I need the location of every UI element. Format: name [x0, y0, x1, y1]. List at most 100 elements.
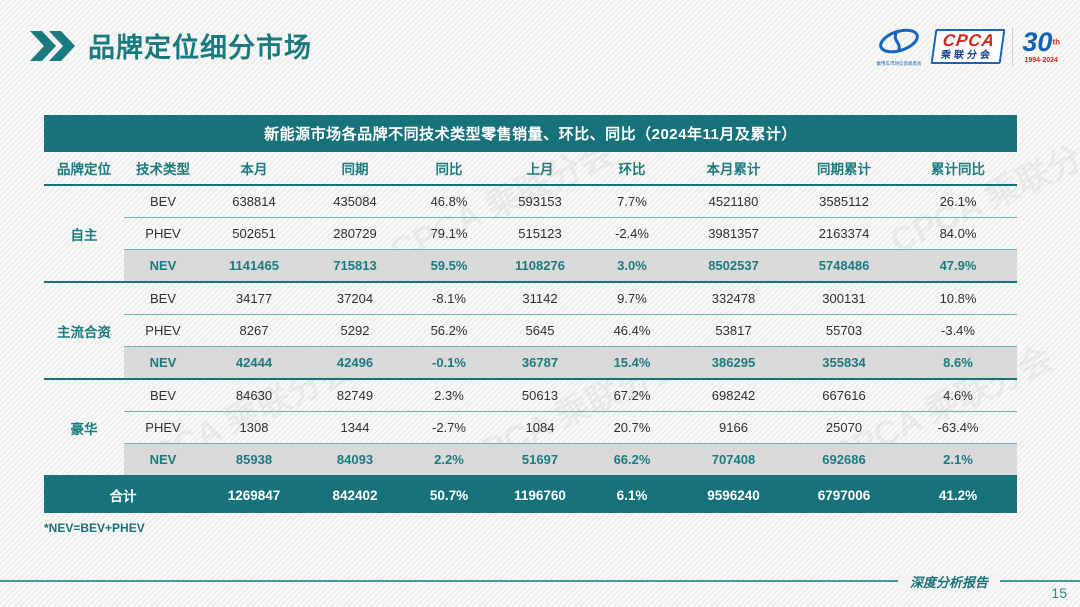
page-number: 15 [1051, 585, 1067, 601]
value-cell: 47.9% [899, 249, 1017, 283]
value-cell: 66.2% [586, 443, 678, 477]
value-cell: 55703 [789, 314, 899, 347]
total-value-cell: 9596240 [678, 476, 789, 513]
value-cell: 9166 [678, 411, 789, 444]
table-row: 主流合资 BEV 34177 37204 -8.1% 31142 9.7% 332478 300… [44, 282, 1017, 380]
value-cell: 56.2% [404, 314, 494, 347]
value-cell: 1344 [306, 411, 404, 444]
total-row: 合计 1269847 842402 50.7% 1196760 6.1% 9596240 67… [44, 476, 1017, 513]
value-cell: 34177 [202, 282, 306, 315]
value-cell: 2.3% [404, 379, 494, 412]
cpca-logo: 乘用车市场信息联席会 CPCA 乘联分会 30th 1994-2024 [874, 26, 1060, 67]
value-cell: 3585112 [789, 185, 899, 218]
anniversary-years: 1994-2024 [1024, 57, 1058, 64]
tech-type-cell: BEV [124, 379, 202, 412]
value-cell: 79.1% [404, 217, 494, 250]
value-cell: -2.7% [404, 411, 494, 444]
value-cell: 593153 [494, 185, 586, 218]
value-cell: 3.0% [586, 249, 678, 283]
tech-type-cell: PHEV [124, 217, 202, 250]
anniversary-th: th [1052, 37, 1060, 47]
tech-type-cell: BEV [124, 282, 202, 315]
value-cell: 715813 [306, 249, 404, 283]
value-cell: 386295 [678, 346, 789, 380]
column-header-1: 技术类型 [124, 152, 202, 186]
cpca-acronym: CPCA [941, 31, 997, 50]
value-cell: 515123 [494, 217, 586, 250]
tech-type-cell: NEV [124, 443, 202, 477]
table-row: 自主 BEV 638814 435084 46.8% 593153 7.7% 4521180 3… [44, 185, 1017, 283]
value-cell: 7.7% [586, 185, 678, 218]
double-chevron-icon [30, 30, 75, 61]
column-header-0: 品牌定位 [44, 152, 124, 186]
value-cell: 53817 [678, 314, 789, 347]
value-cell: 4521180 [678, 185, 789, 218]
tech-type-cell: NEV [124, 249, 202, 283]
value-cell: 698242 [678, 379, 789, 412]
group-label: 主流合资 [44, 282, 124, 380]
value-cell: 36787 [494, 346, 586, 380]
value-cell: 2163374 [789, 217, 899, 250]
value-cell: 67.2% [586, 379, 678, 412]
value-cell: 42444 [202, 346, 306, 380]
column-header-5: 上月 [494, 152, 586, 186]
value-cell: 502651 [202, 217, 306, 250]
value-cell: 10.8% [899, 282, 1017, 315]
value-cell: 84093 [306, 443, 404, 477]
total-value-cell: 50.7% [404, 476, 494, 513]
value-cell: 667616 [789, 379, 899, 412]
value-cell: -8.1% [404, 282, 494, 315]
tech-type-cell: PHEV [124, 411, 202, 444]
value-cell: 5645 [494, 314, 586, 347]
tech-type-cell: NEV [124, 346, 202, 380]
value-cell: 15.4% [586, 346, 678, 380]
value-cell: 59.5% [404, 249, 494, 283]
column-header-2: 本月 [202, 152, 306, 186]
value-cell: 332478 [678, 282, 789, 315]
total-value-cell: 842402 [306, 476, 404, 513]
value-cell: 84.0% [899, 217, 1017, 250]
value-cell: 638814 [202, 185, 306, 218]
nev-sales-table: 品牌定位 技术类型 本月 同期 同比 上月 环比 本月累计 同期累计 累计同比 自主 BEV 6388… [44, 152, 1017, 513]
table-row: PHEV 1308 1344 -2.7% 1084 20.7% 9166 25070 -63.4… [44, 411, 1017, 444]
footer-divider-line [0, 580, 1080, 582]
table-row: NEV 42444 42496 -0.1% 36787 15.4% 386295 355834… [44, 346, 1017, 380]
total-value-cell: 1196760 [494, 476, 586, 513]
value-cell: 84630 [202, 379, 306, 412]
value-cell: 435084 [306, 185, 404, 218]
table-row: NEV 1141465 715813 59.5% 1108276 3.0% 8502537 5… [44, 249, 1017, 283]
table-section: 新能源市场各品牌不同技术类型零售销量、环比、同比（2024年11月及累计） 品牌… [44, 115, 1017, 535]
table-row: PHEV 8267 5292 56.2% 5645 46.4% 53817 55703 -3.4… [44, 314, 1017, 347]
table-row: 豪华 BEV 84630 82749 2.3% 50613 67.2% 698242 66761… [44, 379, 1017, 477]
value-cell: 1308 [202, 411, 306, 444]
slide-header: 品牌定位细分市场 [30, 26, 312, 65]
value-cell: 280729 [306, 217, 404, 250]
value-cell: -3.4% [899, 314, 1017, 347]
cpca-box: CPCA 乘联分会 [930, 29, 1006, 64]
value-cell: 1084 [494, 411, 586, 444]
value-cell: 42496 [306, 346, 404, 380]
value-cell: 82749 [306, 379, 404, 412]
org-small-label: 乘用车市场信息联席会 [876, 61, 922, 67]
anniversary-number: 30 [1022, 27, 1053, 57]
value-cell: 85938 [202, 443, 306, 477]
value-cell: 20.7% [586, 411, 678, 444]
tech-type-cell: BEV [124, 185, 202, 218]
value-cell: 51697 [494, 443, 586, 477]
value-cell: 1108276 [494, 249, 586, 283]
total-value-cell: 6.1% [586, 476, 678, 513]
value-cell: 3981357 [678, 217, 789, 250]
value-cell: 2.2% [404, 443, 494, 477]
column-header-7: 本月累计 [678, 152, 789, 186]
table-title: 新能源市场各品牌不同技术类型零售销量、环比、同比（2024年11月及累计） [44, 115, 1017, 152]
cpca-swoosh: 乘用车市场信息联席会 [874, 26, 924, 67]
value-cell: 8502537 [678, 249, 789, 283]
table-row: PHEV 502651 280729 79.1% 515123 -2.4% 3981357 2… [44, 217, 1017, 250]
group-label: 豪华 [44, 379, 124, 477]
value-cell: 692686 [789, 443, 899, 477]
total-label: 合计 [44, 476, 202, 513]
value-cell: 300131 [789, 282, 899, 315]
footer-report-label: 深度分析报告 [897, 572, 1000, 591]
column-header-6: 环比 [586, 152, 678, 186]
column-header-4: 同比 [404, 152, 494, 186]
